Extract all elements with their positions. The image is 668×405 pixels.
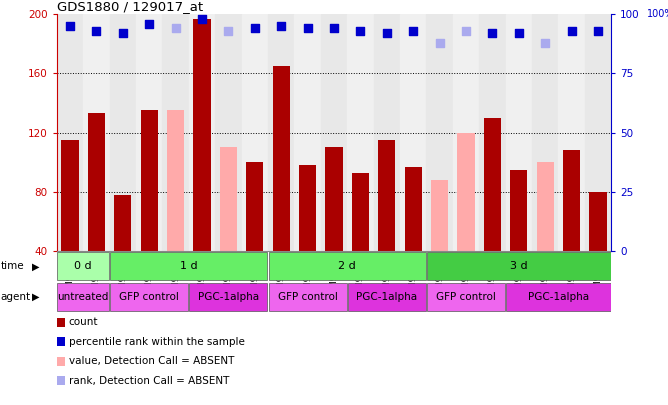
Bar xyxy=(458,133,474,251)
Text: ▶: ▶ xyxy=(32,292,39,302)
Bar xyxy=(427,252,611,280)
Point xyxy=(487,30,498,36)
Bar xyxy=(162,14,189,251)
Bar xyxy=(242,14,268,251)
Point xyxy=(223,28,234,34)
Bar xyxy=(84,14,110,251)
Bar xyxy=(506,14,532,251)
Bar xyxy=(427,283,505,311)
Bar xyxy=(268,14,295,251)
Point xyxy=(566,28,577,34)
Bar xyxy=(563,150,580,251)
Text: 0 d: 0 d xyxy=(74,261,92,271)
Bar xyxy=(136,14,162,251)
Bar xyxy=(114,195,132,251)
Text: GFP control: GFP control xyxy=(278,292,337,302)
Point xyxy=(196,16,207,22)
Point xyxy=(408,28,419,34)
Text: count: count xyxy=(69,318,98,327)
Bar xyxy=(189,283,267,311)
Bar xyxy=(321,14,347,251)
Bar xyxy=(110,14,136,251)
Point xyxy=(276,23,287,29)
Bar xyxy=(532,14,558,251)
Text: 3 d: 3 d xyxy=(510,261,528,271)
Bar xyxy=(400,14,426,251)
Point xyxy=(170,25,181,32)
Bar xyxy=(140,111,158,251)
Bar xyxy=(61,140,79,251)
Bar xyxy=(506,283,611,311)
Point xyxy=(65,23,75,29)
Text: GDS1880 / 129017_at: GDS1880 / 129017_at xyxy=(57,0,203,13)
Text: ▶: ▶ xyxy=(32,261,39,271)
Bar xyxy=(378,140,395,251)
Text: value, Detection Call = ABSENT: value, Detection Call = ABSENT xyxy=(69,356,234,366)
Point xyxy=(355,28,366,34)
Point xyxy=(514,30,524,36)
Point xyxy=(118,30,128,36)
Bar xyxy=(426,14,453,251)
Bar xyxy=(325,147,343,251)
Bar xyxy=(589,192,607,251)
Bar xyxy=(57,14,84,251)
Bar xyxy=(269,252,426,280)
Point xyxy=(302,25,313,32)
Bar xyxy=(220,147,237,251)
Point xyxy=(329,25,339,32)
Point xyxy=(540,39,550,46)
Bar xyxy=(405,167,422,251)
Point xyxy=(91,28,102,34)
Bar xyxy=(348,283,426,311)
Bar xyxy=(536,162,554,251)
Point xyxy=(461,28,472,34)
Text: percentile rank within the sample: percentile rank within the sample xyxy=(69,337,244,347)
Bar xyxy=(453,14,479,251)
Text: rank, Detection Call = ABSENT: rank, Detection Call = ABSENT xyxy=(69,376,229,386)
Bar xyxy=(273,66,290,251)
Text: GFP control: GFP control xyxy=(436,292,496,302)
Bar xyxy=(215,14,242,251)
Text: PGC-1alpha: PGC-1alpha xyxy=(528,292,589,302)
Bar xyxy=(431,180,448,251)
Bar xyxy=(299,165,316,251)
Bar xyxy=(189,14,215,251)
Bar xyxy=(484,118,501,251)
Text: PGC-1alpha: PGC-1alpha xyxy=(356,292,418,302)
Bar xyxy=(295,14,321,251)
Point xyxy=(249,25,260,32)
Bar xyxy=(88,113,105,251)
Bar xyxy=(584,14,611,251)
Point xyxy=(593,28,603,34)
Bar xyxy=(510,170,528,251)
Text: agent: agent xyxy=(1,292,31,302)
Text: untreated: untreated xyxy=(57,292,109,302)
Bar xyxy=(110,283,188,311)
Bar xyxy=(110,252,267,280)
Point xyxy=(434,39,445,46)
Text: GFP control: GFP control xyxy=(120,292,179,302)
Text: 1 d: 1 d xyxy=(180,261,198,271)
Bar xyxy=(479,14,506,251)
Bar xyxy=(57,252,109,280)
Bar xyxy=(167,111,184,251)
Bar xyxy=(373,14,400,251)
Point xyxy=(144,20,154,27)
Text: time: time xyxy=(1,261,24,271)
Bar xyxy=(246,162,263,251)
Text: 2 d: 2 d xyxy=(338,261,356,271)
Text: 100%: 100% xyxy=(647,9,668,19)
Bar xyxy=(57,283,109,311)
Text: PGC-1alpha: PGC-1alpha xyxy=(198,292,259,302)
Bar xyxy=(352,173,369,251)
Point xyxy=(381,30,392,36)
Bar xyxy=(194,19,210,251)
Bar xyxy=(558,14,584,251)
Bar xyxy=(269,283,347,311)
Bar xyxy=(347,14,373,251)
